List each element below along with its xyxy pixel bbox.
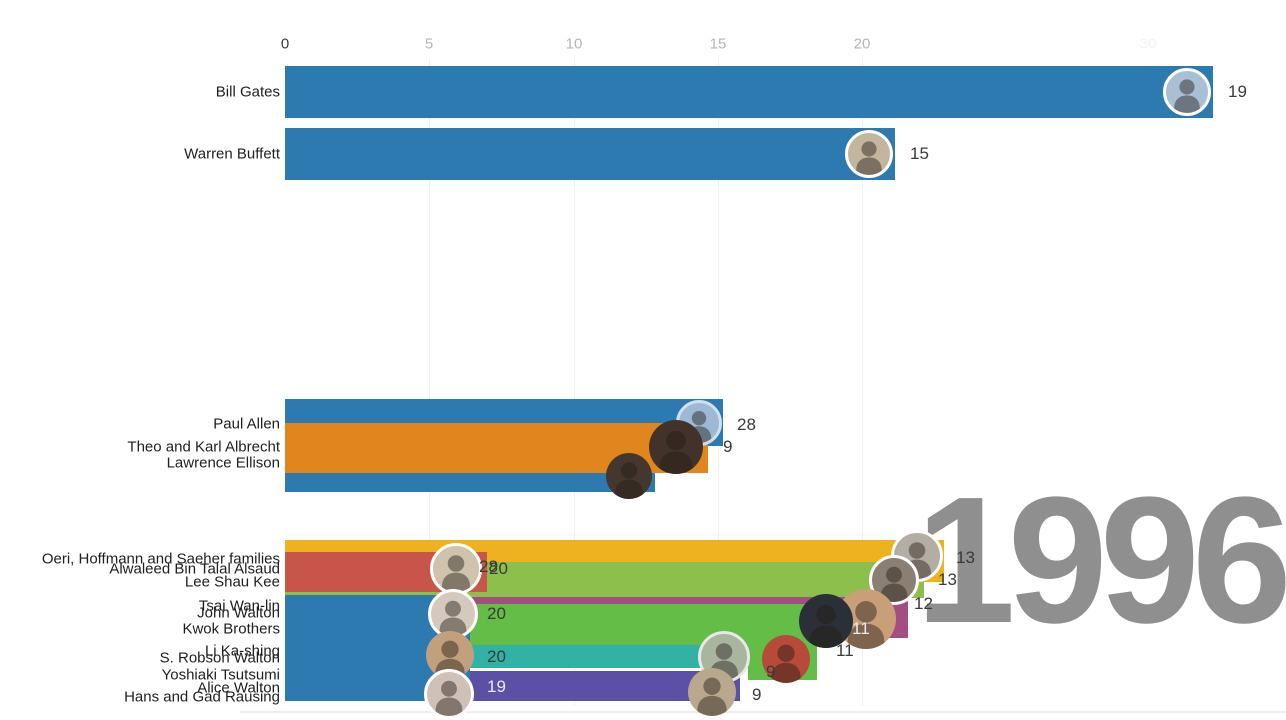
person-silhouette-icon	[438, 600, 468, 636]
value-label: 20	[487, 647, 506, 666]
bar-bill-gates	[285, 66, 1213, 118]
value-label: 19	[487, 677, 506, 696]
value-label: 28	[479, 557, 498, 576]
axis-baseline	[240, 711, 1286, 713]
value-label: 9	[752, 685, 762, 704]
name-label-alwaleed: Alwaleed Bin Talal Alsaud	[109, 560, 280, 578]
gridline	[574, 58, 575, 706]
avatar-albrecht	[649, 420, 703, 474]
name-label-hans-gad-rausing: Hans and Gad Rausing	[124, 688, 280, 706]
x-axis-tick-15: 15	[709, 35, 727, 53]
person-silhouette-icon	[441, 555, 471, 592]
bar-warren-buffett	[285, 128, 895, 180]
value-label: 28	[737, 415, 756, 434]
name-label-john-walton: John Walton	[197, 604, 280, 622]
avatar-li-ka-shing	[762, 635, 810, 683]
name-label-oeri-families: Oeri, Hoffmann and Saeher families	[41, 550, 280, 568]
person-silhouette-icon	[808, 604, 844, 648]
x-axis-tick-5: 5	[424, 35, 434, 53]
x-axis-tick-30: 30	[1139, 35, 1157, 53]
person-silhouette-icon	[658, 430, 694, 474]
value-label: 9	[723, 437, 733, 456]
x-axis-tick-10: 10	[565, 35, 583, 53]
year-label: 1996	[915, 460, 1286, 661]
name-label-alice-walton: Alice Walton	[197, 679, 280, 697]
name-label-albrecht: Theo and Karl Albrecht	[127, 438, 280, 456]
person-silhouette-icon	[696, 677, 728, 716]
name-label-bill-gates: Bill Gates	[215, 83, 280, 101]
name-label-li-ka-shing: Li Ka-shing	[204, 642, 280, 660]
x-axis-tick-20: 20	[853, 35, 871, 53]
avatar-suit-man	[799, 594, 853, 648]
x-axis-tick-0: 0	[280, 35, 290, 53]
value-label: 20	[487, 604, 506, 623]
value-label: 13	[938, 570, 957, 589]
value-label: 19	[1228, 82, 1247, 101]
name-label-tsai-wan-lin: Tsai Wan-lin	[198, 597, 280, 615]
name-label-yoshiaki-tsutsumi: Yoshiaki Tsutsumi	[161, 666, 280, 684]
value-label: 9	[766, 662, 776, 681]
avatar-bill-gates	[1163, 68, 1211, 116]
avatar-lawrence-ellison	[606, 453, 652, 499]
avatar-alice-walton	[424, 669, 474, 719]
person-silhouette-icon	[1173, 79, 1201, 113]
person-silhouette-icon	[855, 141, 883, 175]
value-label: 15	[910, 144, 929, 163]
gridline	[429, 58, 430, 706]
gridline	[718, 58, 719, 706]
person-silhouette-icon	[614, 462, 644, 499]
name-label-s-robson-walton: S. Robson Walton	[159, 649, 280, 667]
name-label-paul-allen: Paul Allen	[213, 415, 280, 433]
person-silhouette-icon	[770, 644, 802, 683]
value-label: 11	[852, 619, 870, 638]
person-silhouette-icon	[846, 601, 886, 649]
name-label-warren-buffett: Warren Buffett	[184, 145, 280, 163]
gridline	[862, 58, 863, 706]
value-label: 13	[956, 548, 975, 567]
avatar-warren-buffett	[845, 130, 893, 178]
person-silhouette-icon	[434, 680, 464, 716]
name-label-kwok-brothers: Kwok Brothers	[182, 620, 280, 638]
value-label: 11	[836, 641, 854, 660]
avatar-hans-gad-rausing	[688, 668, 736, 716]
value-label: 12	[914, 594, 933, 613]
value-label: 20	[489, 559, 508, 578]
name-label-lawrence-ellison: Lawrence Ellison	[166, 454, 280, 472]
name-label-lee-shau-kee: Lee Shau Kee	[184, 573, 280, 591]
avatar-alwaleed	[430, 543, 482, 595]
